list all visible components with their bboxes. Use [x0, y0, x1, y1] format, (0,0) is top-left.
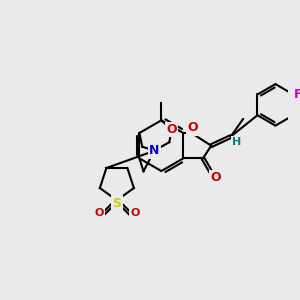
Text: N: N	[149, 144, 160, 157]
Text: H: H	[232, 137, 242, 147]
Text: O: O	[210, 171, 220, 184]
Text: F: F	[294, 88, 300, 101]
Text: O: O	[94, 208, 104, 218]
Text: O: O	[130, 208, 140, 218]
Text: O: O	[188, 121, 198, 134]
Text: S: S	[112, 197, 122, 210]
Text: O: O	[167, 123, 177, 136]
